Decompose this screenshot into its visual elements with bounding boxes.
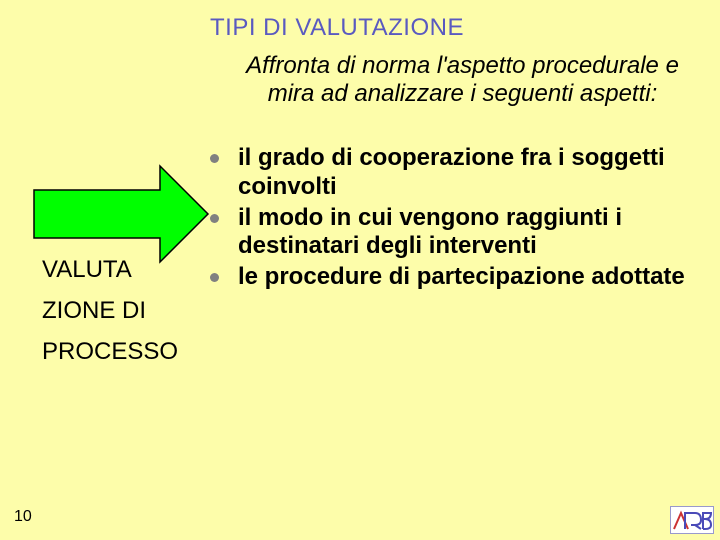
- logo-icon: [671, 507, 713, 533]
- bullet-list: il grado di cooperazione fra i soggetti …: [210, 144, 690, 294]
- arrow-label: VALUTA ZIONE DI PROCESSO: [42, 250, 178, 372]
- footer-logo: [670, 506, 714, 534]
- slide: TIPI DI VALUTAZIONE Affronta di norma l'…: [0, 0, 720, 540]
- list-item: il grado di cooperazione fra i soggetti …: [210, 144, 690, 202]
- arrow-label-line3: PROCESSO: [42, 332, 178, 373]
- callout-arrow: VALUTA ZIONE DI PROCESSO: [32, 160, 200, 340]
- arrow-label-line2: ZIONE DI: [42, 291, 178, 332]
- page-number: 10: [14, 508, 32, 526]
- intro-text: Affronta di norma l'aspetto procedurale …: [240, 52, 685, 107]
- slide-title: TIPI DI VALUTAZIONE: [210, 14, 464, 42]
- arrow-label-line1: VALUTA: [42, 250, 178, 291]
- list-item: il modo in cui vengono raggiunti i desti…: [210, 204, 690, 262]
- list-item: le procedure di partecipazione adottate: [210, 263, 690, 292]
